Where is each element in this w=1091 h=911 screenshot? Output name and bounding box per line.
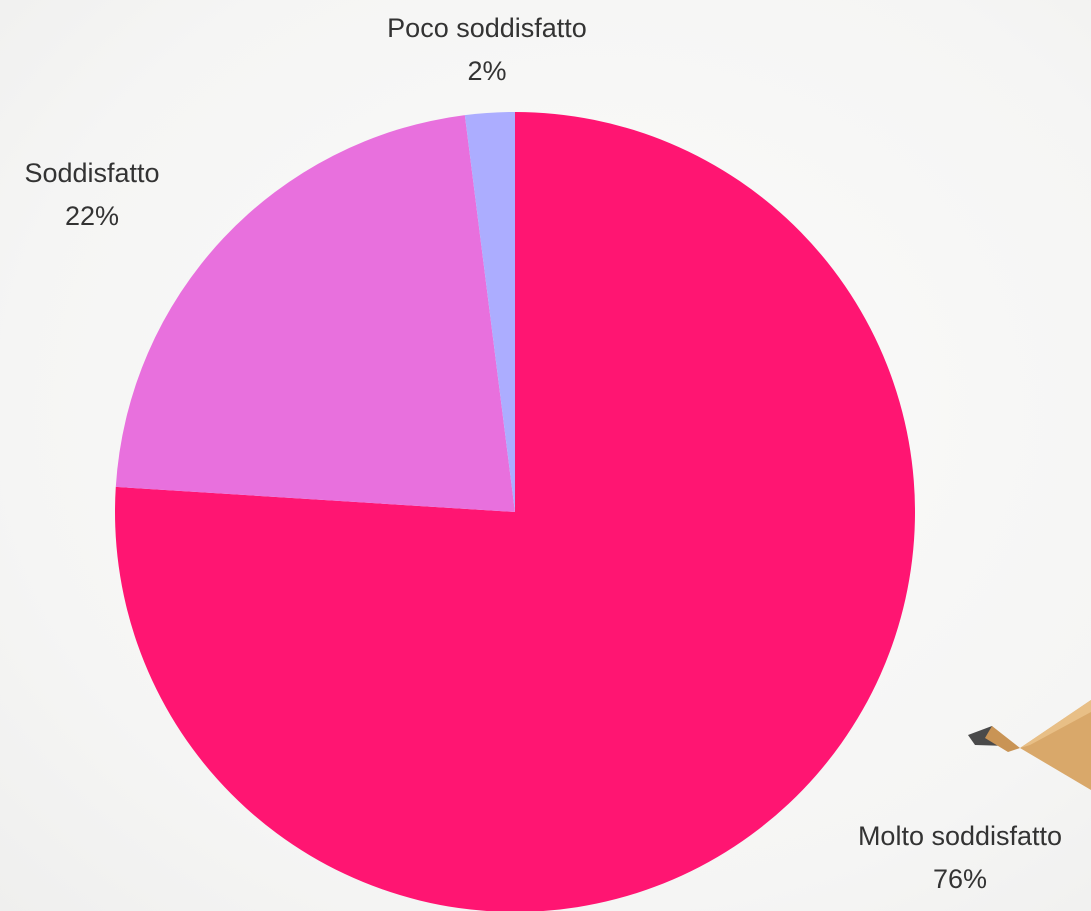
pencil-decoration	[968, 700, 1091, 790]
slice-value-label: 2%	[467, 56, 506, 86]
slice-value-label: 22%	[65, 201, 119, 231]
slice-label: Soddisfatto	[24, 158, 159, 188]
slice-value-label: 76%	[933, 864, 987, 894]
pie-slices	[115, 112, 915, 911]
pie-slice-soddisfatto	[115, 115, 515, 513]
slice-label: Molto soddisfatto	[858, 821, 1062, 851]
pie-slice-poco-soddisfatto	[464, 112, 515, 512]
slice-label: Poco soddisfatto	[387, 13, 587, 43]
pie-labels: Molto soddisfatto 76% Soddisfatto 22% Poco s…	[24, 13, 1062, 894]
pie-slice-molto-soddisfatto	[115, 112, 915, 911]
